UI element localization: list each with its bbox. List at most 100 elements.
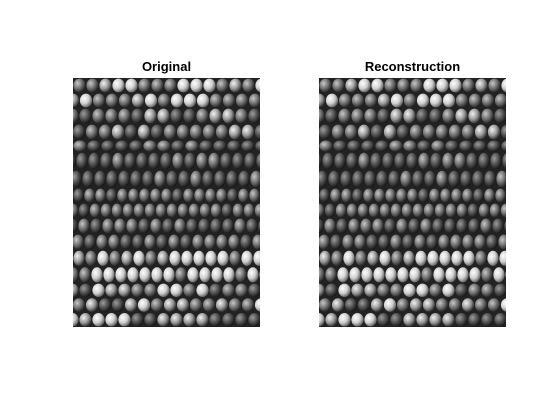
corn-kernel [484,170,496,188]
corn-kernel [150,298,164,312]
corn-kernel [170,283,183,297]
corn-kernel [390,93,404,108]
corn-kernel [222,218,234,234]
corn-kernel [109,250,121,266]
corn-kernel [92,93,106,108]
corn-kernel [157,140,171,152]
corn-kernel [118,93,132,108]
corn-kernel [73,267,79,283]
corn-kernel [408,218,420,234]
corn-kernel [73,170,82,188]
corn-kernel [151,78,164,93]
corn-kernel [136,152,148,170]
corn-kernel [124,124,138,140]
corn-kernel [160,152,172,170]
corn-kernel [346,203,358,218]
corn-kernel [92,283,105,297]
corn-kernel [235,108,248,124]
corn-kernel [319,153,322,169]
corn-kernel [248,313,260,327]
corn-kernel [180,234,192,250]
corn-kernel [73,218,78,234]
corn-kernel [73,108,79,124]
corn-kernel [478,203,490,218]
corn-kernel [256,153,260,169]
corn-kernel [223,267,235,283]
corn-kernel [129,140,143,152]
corn-kernel [139,188,150,203]
corn-kernel [131,108,144,124]
corn-kernel [348,218,360,234]
corn-kernel [379,250,391,266]
corn-kernel [183,93,197,108]
corn-kernel [469,267,481,283]
corn-kernel [130,170,142,188]
corn-kernel [325,267,337,283]
corn-kernel [336,218,348,234]
corn-kernel [396,218,408,234]
corn-kernel [371,78,384,93]
corn-kernel [501,140,506,152]
corn-kernel [403,283,416,297]
corn-kernel [138,218,150,234]
corn-kernel [431,140,445,152]
corn-kernel [363,188,374,203]
corn-kernel [361,267,373,283]
corn-kernel [112,78,125,93]
corn-kernel [385,188,396,203]
corn-kernel [228,234,240,250]
corn-kernel [118,283,131,297]
corn-kernel [487,250,499,266]
corn-kernel [157,250,169,266]
corn-kernel [402,234,414,250]
corn-kernel [105,93,119,108]
corn-kernel [202,298,216,312]
corn-kernel [435,298,449,312]
corn-kernel [429,108,442,124]
corn-kernel [473,140,487,152]
corn-kernel [196,152,208,170]
corn-kernel [319,218,324,234]
corn-kernel [429,93,443,108]
corn-kernel [319,188,330,203]
corn-kernel [505,271,506,279]
corn-kernel [98,124,112,140]
corn-kernel [209,283,222,297]
corn-kernel [174,218,186,234]
corn-kernel [258,220,260,232]
corn-kernel [409,124,423,140]
corn-kernel [459,140,473,152]
corn-kernel [170,93,184,108]
corn-kernel [73,250,85,266]
corn-kernel [420,218,432,234]
corn-kernel [334,152,346,170]
corn-kernel [235,283,248,297]
corn-kernel [361,140,375,152]
corn-kernel [150,218,162,234]
corn-kernel [91,267,103,283]
corn-kernel [493,267,505,283]
corn-kernel [118,170,130,188]
corn-kernel [128,188,139,203]
corn-kernel [433,267,445,283]
corn-kernel [403,108,416,124]
corn-kernel [73,298,86,312]
corn-kernel [488,78,501,93]
corn-kernel [456,203,468,218]
corn-kernel [319,283,325,297]
corn-kernel [468,108,481,124]
corn-kernel [370,152,382,170]
corn-kernel [240,234,252,250]
corn-kernel [157,283,170,297]
corn-kernel [226,170,238,188]
corn-kernel [389,140,403,152]
corn-kernel [220,152,232,170]
corn-kernel [211,267,223,283]
corn-kernel [486,234,498,250]
corn-kernel [390,283,403,297]
corn-kernel [354,234,366,250]
corn-kernel [487,124,501,140]
corn-kernel [248,93,260,108]
corn-kernel [97,250,109,266]
corn-kernel [168,234,180,250]
